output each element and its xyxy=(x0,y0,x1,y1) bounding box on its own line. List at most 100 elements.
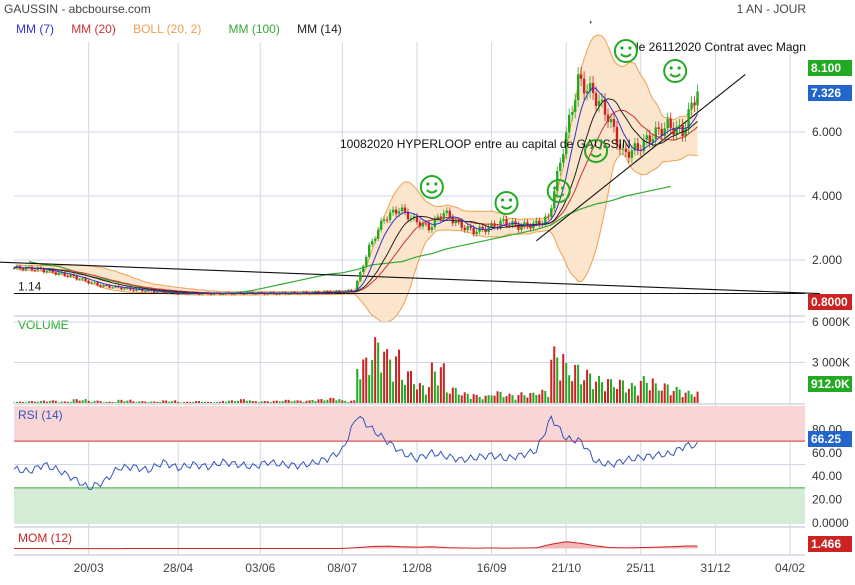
rsi-tick-label: 0.0000 xyxy=(812,516,849,530)
volume-bar xyxy=(419,383,421,403)
candle-body xyxy=(502,219,504,221)
x-tick-label: 25/11 xyxy=(626,561,655,575)
volume-bar xyxy=(655,383,657,403)
volume-bar xyxy=(455,388,457,403)
candle-body xyxy=(377,230,379,239)
volume-bar xyxy=(628,389,630,403)
volume-bar xyxy=(138,401,140,403)
volume-bar xyxy=(94,401,96,403)
candle-body xyxy=(383,220,385,221)
candle-body xyxy=(70,275,72,277)
volume-bar xyxy=(103,402,105,403)
y-tick-label: 2.000 xyxy=(812,253,842,267)
volume-bar xyxy=(428,387,430,403)
volume-bar xyxy=(514,400,516,403)
volume-bar xyxy=(541,390,543,403)
candle-body xyxy=(389,212,391,219)
volume-bar xyxy=(550,360,552,403)
candle-body xyxy=(550,208,552,217)
volume-bar xyxy=(529,393,531,403)
volume-bar xyxy=(338,399,340,403)
volume-bar xyxy=(207,402,209,403)
smiley-face xyxy=(421,176,443,198)
smiley-face xyxy=(496,192,518,214)
volume-bar xyxy=(685,393,687,403)
volume-bar xyxy=(174,400,176,403)
rsi-tick-label: 20.00 xyxy=(812,493,842,507)
volume-bar xyxy=(574,365,576,403)
volume-bar xyxy=(598,376,600,403)
volume-bar xyxy=(344,401,346,403)
candle-body xyxy=(604,100,606,115)
volume-bar xyxy=(431,363,433,403)
candle-body xyxy=(84,278,86,280)
candle-body xyxy=(646,135,648,139)
volume-bar xyxy=(189,402,191,403)
volume-bar xyxy=(610,379,612,403)
volume-bar xyxy=(147,402,149,403)
smiley-eye xyxy=(434,182,437,185)
x-tick-label: 21/10 xyxy=(551,561,581,575)
candle-body xyxy=(34,270,36,271)
volume-bar xyxy=(416,389,418,403)
candle-body xyxy=(458,221,460,222)
candle-body xyxy=(374,239,376,241)
candle-body xyxy=(631,150,633,158)
volume-bar xyxy=(61,402,63,403)
volume-bar xyxy=(625,393,627,403)
annotation-autriche: 12 10.2020 partenariat avec l'Autriche xyxy=(526,10,728,24)
volume-bar xyxy=(601,382,603,403)
volume-bar xyxy=(64,401,66,403)
candle-body xyxy=(371,241,373,245)
candle-body xyxy=(580,74,582,78)
volume-bar xyxy=(246,401,248,403)
volume-bar xyxy=(52,400,54,403)
volume-bar xyxy=(117,400,119,403)
y-tick-label: 6.000 xyxy=(812,125,842,139)
volume-bar xyxy=(676,387,678,403)
volume-bar xyxy=(595,382,597,403)
volume-bar xyxy=(55,401,57,403)
last-high-label: 8.100 xyxy=(811,61,841,75)
volume-bar xyxy=(303,402,305,403)
momentum-last-label: 1.466 xyxy=(811,537,841,551)
volume-bar xyxy=(673,391,675,403)
volume-bar xyxy=(16,402,18,403)
volume-bar xyxy=(520,392,522,403)
volume-bar xyxy=(664,383,666,403)
candle-body xyxy=(368,245,370,257)
volume-bar xyxy=(604,391,606,403)
volume-bar xyxy=(114,402,116,403)
volume-bar xyxy=(129,400,131,403)
volume-bar xyxy=(273,401,275,403)
smiley-eye xyxy=(598,146,601,149)
volume-bar xyxy=(309,400,311,403)
volume-bar xyxy=(31,401,33,403)
volume-bar xyxy=(577,365,579,403)
volume-bar xyxy=(395,356,397,403)
volume-bar xyxy=(446,392,448,403)
candle-body xyxy=(684,128,686,136)
candle-body xyxy=(655,127,657,139)
volume-bar xyxy=(440,367,442,403)
volume-bar xyxy=(652,379,654,403)
volume-bar xyxy=(380,373,382,403)
volume-bar xyxy=(40,401,42,403)
volume-bar xyxy=(547,397,549,403)
volume-bar xyxy=(661,391,663,403)
smiley-eye xyxy=(426,182,429,185)
candle-body xyxy=(362,266,364,272)
rsi-overbought-zone xyxy=(14,406,805,441)
smiley-icon xyxy=(615,40,637,62)
volume-bar xyxy=(255,401,257,403)
volume-bar xyxy=(359,379,361,403)
rsi-oversold-zone xyxy=(14,488,805,524)
candle-body xyxy=(669,119,671,128)
volume-bar xyxy=(392,382,394,403)
x-tick-label: 16/09 xyxy=(477,561,507,575)
candle-body xyxy=(469,226,471,228)
smiley-eye xyxy=(590,146,593,149)
candle-body xyxy=(46,271,48,272)
volume-bar xyxy=(261,401,263,403)
candle-body xyxy=(81,278,83,279)
